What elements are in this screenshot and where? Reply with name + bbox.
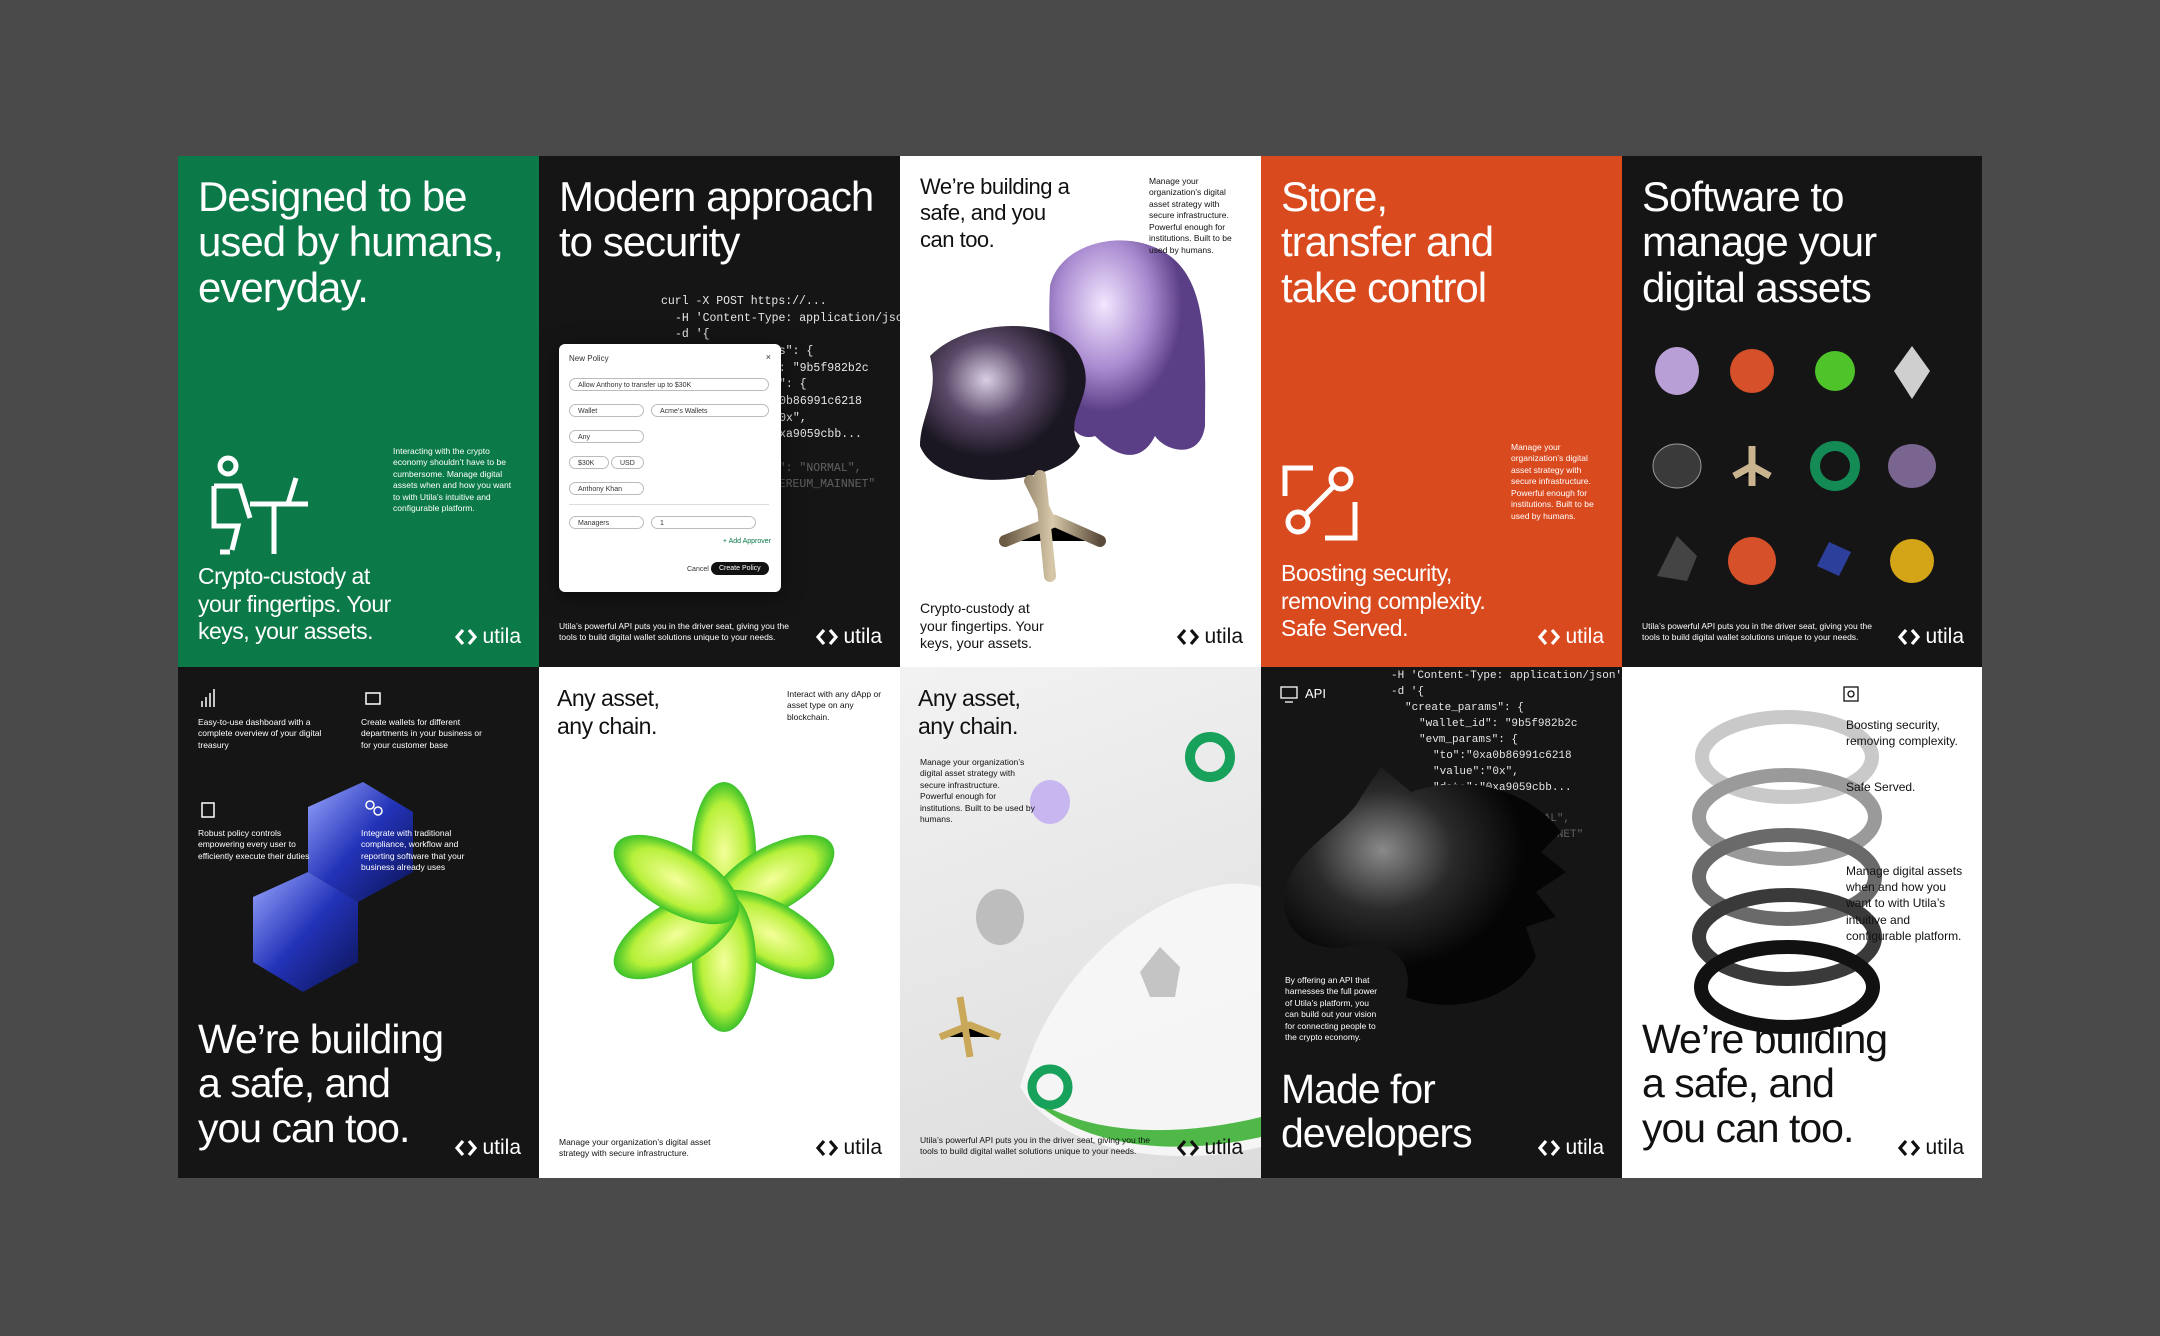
logo: utila — [1897, 1136, 1964, 1160]
logo-text: utila — [1925, 1136, 1964, 1159]
close-icon: × — [765, 352, 771, 362]
headline: We’re building a safe, and you can too. — [920, 174, 1070, 252]
field: Allow Anthony to transfer up to $30K — [569, 378, 769, 391]
body-text: Manage your organization’s digital asset… — [1149, 176, 1232, 255]
feature-text: Integrate with traditional compliance, w… — [361, 828, 465, 873]
ring-stack — [1692, 686, 1882, 1034]
side-text: Manage digital assets when and how you w… — [1846, 864, 1963, 943]
feature-text: Easy-to-use dashboard with a complete ov… — [198, 717, 322, 750]
feature-text: Create wallets for different departments… — [361, 717, 482, 750]
poster: Any asset, any chain. Manage your organi… — [900, 667, 1261, 1178]
headline: Any asset, any chain. — [918, 685, 1021, 739]
side-text: Boosting security, removing complexity. — [1846, 718, 1958, 749]
divider — [569, 504, 769, 505]
poster: -H 'Content-Type: application/json' -d '{… — [1261, 667, 1622, 1178]
code-line: "to":"0xa0b86991c6218 — [1433, 749, 1572, 762]
add-approver: + Add Approver — [722, 538, 771, 545]
logo: utila — [1537, 625, 1604, 649]
code-line: -H 'Content-Type: application/json' — [675, 311, 900, 325]
poster: Store, transfer and take control Manage … — [1261, 156, 1622, 667]
code-line: -d '{ — [675, 328, 710, 342]
field: 1 — [651, 516, 756, 529]
api-label: API — [1305, 686, 1326, 701]
body-text: Interacting with the crypto economy shou… — [393, 446, 512, 514]
headline: We’re building a safe, and you can too. — [198, 1016, 444, 1151]
poster: Easy-to-use dashboard with a complete ov… — [178, 667, 539, 1178]
headline: Software to manage your digital assets — [1642, 173, 1877, 311]
poster: Boosting security, removing complexity. … — [1622, 667, 1982, 1178]
footer-text: Manage your organization’s digital asset… — [559, 1137, 711, 1159]
dialog-title: New Policy — [569, 354, 609, 363]
code-line: -d '{ — [1391, 685, 1425, 698]
field: Anthony Khan — [569, 482, 644, 495]
field: Any — [569, 430, 644, 443]
side-text: Safe Served. — [1846, 780, 1916, 794]
logo-text: utila — [482, 625, 521, 648]
logo-text: utila — [1565, 625, 1604, 648]
tagline: Crypto-custody at your fingertips. Your … — [198, 563, 391, 645]
footer-text: Utila’s powerful API puts you in the dri… — [1642, 621, 1872, 643]
headline: Any asset, any chain. — [557, 685, 660, 739]
logo: utila — [1897, 625, 1964, 649]
headline: We’re building a safe, and you can too. — [1642, 1016, 1888, 1151]
field: Managers — [569, 516, 644, 529]
poster: Designed to be used by humans, everyday.… — [178, 156, 539, 667]
footer-text: Utila’s powerful API puts you in the dri… — [920, 1135, 1150, 1157]
hexagons — [201, 689, 413, 992]
body-text: Manage your organization’s digital asset… — [1511, 442, 1594, 521]
logo-text: utila — [1565, 1136, 1604, 1159]
asset-icons — [1652, 346, 1936, 585]
poster: Software to manage your digital assets U… — [1622, 156, 1982, 667]
logo: utila — [1176, 625, 1243, 649]
field: Acme’s Wallets — [651, 404, 769, 417]
body-text: Interact with any dApp or asset type on … — [787, 689, 882, 722]
logo-text: utila — [1204, 1136, 1243, 1159]
headline: Store, transfer and take control — [1281, 173, 1494, 311]
create-button: Create Policy — [711, 562, 769, 575]
headline: Made for developers — [1281, 1066, 1473, 1157]
logo: utila — [1537, 1136, 1604, 1160]
body-text: By offering an API that harnesses the fu… — [1285, 975, 1378, 1043]
flower — [613, 782, 835, 1032]
logo-text: utila — [843, 1136, 882, 1159]
code-line: "wallet_id": "9b5f982b2c — [1419, 717, 1578, 730]
code-line: "value":"0x", — [1433, 765, 1519, 778]
transfer-icon — [1282, 465, 1358, 541]
logo-text: utila — [1204, 625, 1243, 648]
footer-text: Utila’s powerful API puts you in the dri… — [559, 621, 789, 643]
tagline: Crypto-custody at your fingertips. Your … — [920, 600, 1044, 651]
logo: utila — [815, 1136, 882, 1160]
horse-head — [1280, 686, 1566, 1005]
field: USD — [611, 456, 644, 469]
poster: Modern approach to security curl -X POST… — [539, 156, 900, 667]
field: Wallet — [569, 404, 644, 417]
headline: Modern approach to security — [559, 173, 874, 266]
logo: utila — [1176, 1136, 1243, 1160]
logo-text: utila — [482, 1136, 521, 1159]
code-line: "evm_params": { — [1419, 733, 1519, 746]
logo: utila — [454, 625, 521, 649]
3d-objects — [920, 240, 1206, 582]
field: $30K — [569, 456, 609, 469]
logo: utila — [454, 1136, 521, 1160]
tagline: Boosting security, removing complexity. … — [1281, 560, 1486, 642]
logo-text: utila — [843, 625, 882, 648]
poster: Any asset, any chain. Interact with any … — [539, 667, 900, 1178]
feature-text: Robust policy controls empowering every … — [198, 828, 310, 861]
code-line: -H 'Content-Type: application/json' — [1391, 670, 1622, 682]
3d-objects — [938, 732, 1261, 1157]
logo-text: utila — [1925, 625, 1964, 648]
policy-dialog: New Policy × Allow Anthony to transfer u… — [559, 344, 781, 592]
desk-icon — [211, 455, 308, 555]
cancel-button: Cancel — [687, 566, 709, 573]
headline: Designed to be used by humans, everyday. — [198, 173, 504, 311]
code-line: curl -X POST https://... — [661, 295, 827, 308]
body-text: Manage your organization’s digital asset… — [920, 757, 1035, 825]
logo: utila — [815, 625, 882, 649]
code-line: "create_params": { — [1405, 701, 1524, 714]
poster: We’re building a safe, and you can too. … — [900, 156, 1261, 667]
